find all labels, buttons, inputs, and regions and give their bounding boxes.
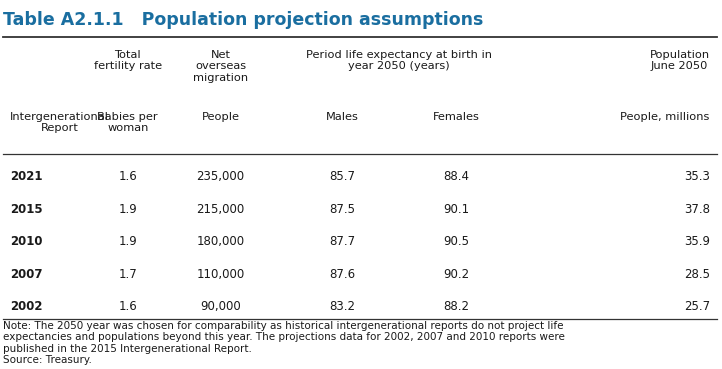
Text: 1.6: 1.6 xyxy=(118,170,137,183)
Text: Period life expectancy at birth in
year 2050 (years): Period life expectancy at birth in year … xyxy=(306,50,492,72)
Text: Population
June 2050: Population June 2050 xyxy=(650,50,710,72)
Text: 90.1: 90.1 xyxy=(443,203,469,215)
Text: People: People xyxy=(201,111,240,122)
Text: 35.9: 35.9 xyxy=(684,235,710,248)
Text: 83.2: 83.2 xyxy=(329,300,355,313)
Text: 37.8: 37.8 xyxy=(684,203,710,215)
Text: 1.9: 1.9 xyxy=(118,235,137,248)
Text: 110,000: 110,000 xyxy=(196,268,245,280)
Text: Net
overseas
migration: Net overseas migration xyxy=(193,50,248,83)
Text: 1.7: 1.7 xyxy=(118,268,137,280)
Text: 28.5: 28.5 xyxy=(684,268,710,280)
Text: 88.2: 88.2 xyxy=(443,300,469,313)
Text: 90,000: 90,000 xyxy=(200,300,241,313)
Text: 85.7: 85.7 xyxy=(329,170,355,183)
Text: 87.5: 87.5 xyxy=(329,203,355,215)
Text: 90.5: 90.5 xyxy=(443,235,469,248)
Text: 87.6: 87.6 xyxy=(329,268,355,280)
Text: Total
fertility rate: Total fertility rate xyxy=(94,50,162,72)
Text: Females: Females xyxy=(432,111,479,122)
Text: 1.6: 1.6 xyxy=(118,300,137,313)
Text: 215,000: 215,000 xyxy=(196,203,245,215)
Text: 180,000: 180,000 xyxy=(196,235,245,248)
Text: 2002: 2002 xyxy=(10,300,43,313)
Text: 2007: 2007 xyxy=(10,268,43,280)
Text: 35.3: 35.3 xyxy=(684,170,710,183)
Text: Males: Males xyxy=(326,111,358,122)
Text: 90.2: 90.2 xyxy=(443,268,469,280)
Text: 2021: 2021 xyxy=(10,170,43,183)
Text: Table A2.1.1   Population projection assumptions: Table A2.1.1 Population projection assum… xyxy=(3,11,483,29)
Text: People, millions: People, millions xyxy=(620,111,710,122)
Text: 1.9: 1.9 xyxy=(118,203,137,215)
Text: 2015: 2015 xyxy=(10,203,43,215)
Text: 235,000: 235,000 xyxy=(196,170,245,183)
Text: Babies per
woman: Babies per woman xyxy=(97,111,158,133)
Text: 25.7: 25.7 xyxy=(684,300,710,313)
Text: 2010: 2010 xyxy=(10,235,43,248)
Text: Intergenerational
Report: Intergenerational Report xyxy=(10,111,109,133)
Text: 87.7: 87.7 xyxy=(329,235,355,248)
Text: Note: The 2050 year was chosen for comparability as historical intergenerational: Note: The 2050 year was chosen for compa… xyxy=(3,321,565,365)
Text: 88.4: 88.4 xyxy=(443,170,469,183)
